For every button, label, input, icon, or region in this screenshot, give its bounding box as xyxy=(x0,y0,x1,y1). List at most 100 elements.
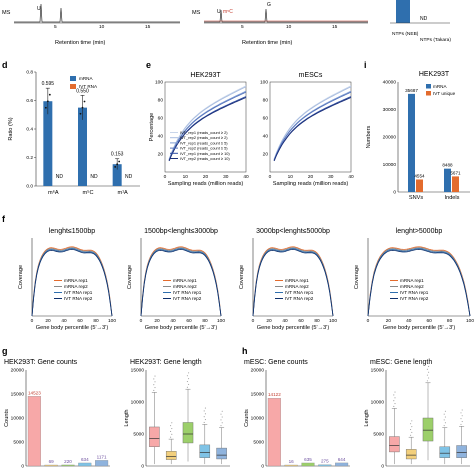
f-xtick-label: 80 xyxy=(314,318,320,324)
d-ytick-label: 0.0 xyxy=(26,184,33,190)
e-saturation-curve xyxy=(273,86,352,160)
top-ylabel-1: MS xyxy=(2,10,11,16)
e-xtick-label: 20 xyxy=(203,174,209,180)
box-outlier xyxy=(428,377,430,379)
count-bar xyxy=(301,462,315,467)
d-ytick-label: 0.6 xyxy=(26,98,33,104)
f-xtick-label: 60 xyxy=(77,318,83,324)
f-xlabel: Gene body percentile (5'→3') xyxy=(145,325,218,331)
i-value-label: 4554 xyxy=(414,173,425,178)
f-xtick-label: 20 xyxy=(386,318,392,324)
box-outlier xyxy=(153,389,155,392)
i-value-label: 8488 xyxy=(442,163,453,168)
i-bar xyxy=(408,93,415,192)
box-outlier xyxy=(460,418,462,420)
d-bar-mrna xyxy=(78,107,87,186)
f-coverage-line xyxy=(140,248,222,317)
e-saturation-curve xyxy=(273,97,352,162)
d-replicate-point xyxy=(118,160,121,163)
f-legend-label: mRNA rep1 xyxy=(285,278,309,283)
f-coverage-line xyxy=(31,248,113,317)
f-xtick-label: 20 xyxy=(154,318,160,324)
box-outlier xyxy=(444,416,446,418)
d-ytick-label: 0.8 xyxy=(26,70,33,76)
d-category-label: m¹A xyxy=(118,190,129,196)
d-legend-label: mRNA xyxy=(79,76,93,81)
f-xtick-label: 40 xyxy=(282,318,288,324)
e-saturation-curve xyxy=(168,97,247,162)
f-legend-label: IVT RNA rep1 xyxy=(400,290,429,295)
f-legend-label: IVT RNA rep1 xyxy=(64,290,93,295)
box-outlier xyxy=(154,381,156,383)
counts-ytick-label: 20000 xyxy=(11,368,25,374)
i-ylabel: Numbers xyxy=(366,125,372,148)
box-outlier xyxy=(443,425,445,427)
length-box xyxy=(456,445,467,458)
f-xtick-label: 60 xyxy=(427,318,433,324)
d-legend-label: IVT RNA xyxy=(79,84,98,89)
i-value-label: 5671 xyxy=(450,170,461,175)
e-xtick-label: 30 xyxy=(223,174,229,180)
box-outlier xyxy=(188,372,190,374)
panel-h-chart: mESC: Gene counts 0 5000 10000 15000 20000 Cou… xyxy=(244,359,470,470)
d-nd-label: ND xyxy=(90,174,98,180)
f-coverage-line xyxy=(140,247,222,317)
f-xtick-label: 20 xyxy=(266,318,272,324)
box-outlier xyxy=(203,410,205,412)
f-xtick-label: 40 xyxy=(61,318,67,324)
box-outlier xyxy=(428,365,430,368)
f-coverage-line xyxy=(31,247,113,317)
box-outlier xyxy=(461,409,463,411)
e-legend-label: IVT_rep2 (reads_count ≥ 10) xyxy=(180,156,230,161)
i-legend-swatch xyxy=(426,84,431,89)
d-replicate-point xyxy=(44,106,47,109)
box-outlier xyxy=(461,420,463,423)
f-coverage-line xyxy=(367,248,471,317)
f-xtick-label: 100 xyxy=(466,318,474,324)
f-legend-label: mRNA rep1 xyxy=(64,278,88,283)
f-legend-label: mRNA rep2 xyxy=(285,284,309,289)
f-legend-label: mRNA rep1 xyxy=(400,278,424,283)
f-legend-label: IVT RNA rep2 xyxy=(400,296,429,301)
top-tick-2b: 10 xyxy=(286,24,292,30)
length-ylabel: Length xyxy=(364,409,370,426)
panel-f-chart: lenght≤1500bp 0 20 40 60 80 100 Coverage Gene bo… xyxy=(18,228,474,331)
e-ytick-label: 100 xyxy=(260,80,268,86)
f-legend-label: IVT RNA rep2 xyxy=(173,296,202,301)
f-coverage-line xyxy=(140,246,222,317)
i-bar xyxy=(444,168,451,192)
panel-label-g: g xyxy=(2,346,8,356)
counts-ytick-label: 10000 xyxy=(251,416,265,422)
panel-label-e: e xyxy=(146,60,151,70)
length-box xyxy=(216,447,227,460)
counts-title: mESC: Gene counts xyxy=(244,359,308,366)
i-ytick-label: 40000 xyxy=(383,80,397,86)
top-ylabel-2: MS xyxy=(192,10,201,16)
d-ytick-label: 0.4 xyxy=(26,127,33,133)
f-xtick-label: 80 xyxy=(93,318,99,324)
e-legend-label: IVT_rep1 (reads_count ≥ 2) xyxy=(180,130,228,135)
panel-label-d: d xyxy=(2,60,8,70)
length-ytick-label: 10000 xyxy=(131,400,145,406)
top-peak-label-2a: U xyxy=(217,9,221,15)
f-xtick-label: 0 xyxy=(367,318,370,324)
e-ytick-label: 60 xyxy=(158,116,164,122)
count-value-label: 634 xyxy=(81,457,89,462)
top-bar-neb xyxy=(396,0,410,23)
counts-ytick-label: 20000 xyxy=(251,368,265,374)
top-peak-label-2c: G xyxy=(267,2,271,8)
f-legend-label: IVT RNA rep2 xyxy=(64,296,93,301)
d-ylabel: Ratio (%) xyxy=(8,117,14,140)
d-nd-label: ND xyxy=(56,174,64,180)
i-legend-label: IVT unique xyxy=(433,91,456,96)
count-value-label: 635 xyxy=(304,457,312,462)
box-outlier xyxy=(443,413,445,415)
box-outlier xyxy=(443,419,445,421)
d-replicate-point xyxy=(46,100,49,103)
e-legend-label: IVT_rep1 (reads_count ≥ 5) xyxy=(180,140,228,145)
i-ytick-label: 20000 xyxy=(383,135,397,141)
box-outlier xyxy=(394,403,396,405)
d-value-label: 0.595 xyxy=(42,81,55,87)
e-saturation-curve xyxy=(273,91,352,161)
f-legend-label: IVT RNA rep2 xyxy=(285,296,314,301)
